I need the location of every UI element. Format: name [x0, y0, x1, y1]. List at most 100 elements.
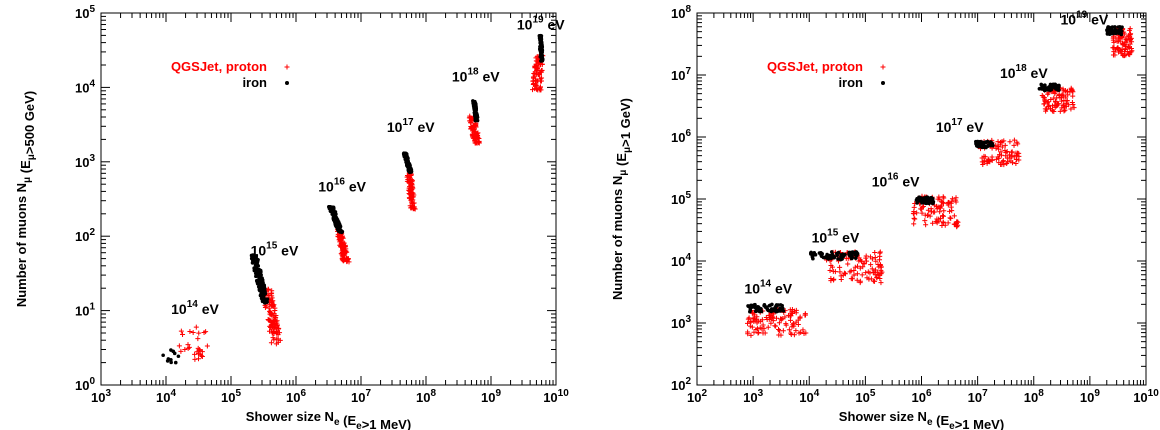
- energy-labels: 1014 eV 1015 eV 1016 eV 1017 eV 1018 eV 1019 …: [744, 10, 1108, 297]
- proton-point: [473, 131, 479, 137]
- proton-point: [1011, 142, 1017, 148]
- proton-point: [857, 280, 863, 286]
- proton-point: [471, 128, 477, 134]
- proton-point: [1120, 41, 1126, 47]
- data-points: [161, 33, 546, 365]
- proton-point: [1039, 93, 1045, 99]
- proton-point: [873, 272, 879, 278]
- y-tick-label: 106: [671, 128, 691, 145]
- proton-point: [769, 316, 775, 322]
- energy-label: 1017 eV: [387, 117, 435, 135]
- proton-point: [925, 207, 931, 213]
- y-tick-label: 104: [75, 78, 95, 95]
- proton-point: [757, 325, 763, 331]
- plot-frame: [100, 12, 557, 386]
- proton-point: [848, 276, 854, 282]
- proton-point: [1120, 52, 1126, 58]
- proton-point: [1042, 98, 1048, 104]
- iron-point: [540, 48, 545, 53]
- proton-point: [877, 249, 883, 255]
- proton-point: [1110, 35, 1116, 41]
- proton-point: [533, 62, 539, 68]
- proton-point: [933, 219, 939, 225]
- legend-iron-label: iron: [242, 75, 267, 90]
- iron-point: [333, 210, 338, 214]
- proton-point: [406, 191, 412, 197]
- proton-point: [1002, 142, 1008, 148]
- iron-point: [811, 256, 815, 261]
- proton-point: [788, 330, 794, 336]
- iron-point: [827, 253, 832, 258]
- proton-point: [1043, 106, 1049, 112]
- proton-point: [783, 322, 789, 328]
- iron-point: [751, 304, 756, 308]
- proton-point: [190, 329, 196, 335]
- proton-point: [1013, 150, 1019, 156]
- proton-point: [468, 120, 474, 126]
- iron-point: [1111, 31, 1115, 36]
- iron-point: [979, 140, 983, 145]
- legend-proton-marker: [880, 64, 886, 70]
- iron-point: [817, 251, 822, 255]
- proton-point: [268, 325, 274, 331]
- proton-point: [872, 255, 878, 261]
- proton-point: [269, 299, 275, 305]
- iron-point: [475, 113, 480, 118]
- iron-point: [1042, 88, 1047, 93]
- proton-point: [750, 316, 756, 322]
- iron-point: [254, 261, 259, 266]
- proton-point: [760, 330, 766, 336]
- proton-point: [914, 210, 920, 216]
- iron-point: [768, 303, 773, 308]
- iron-point: [405, 157, 410, 161]
- proton-point: [265, 293, 271, 299]
- proton-point: [411, 206, 417, 212]
- proton-point: [193, 324, 199, 330]
- proton-point: [775, 326, 781, 332]
- proton-point: [470, 133, 476, 139]
- proton-point: [1125, 51, 1131, 57]
- proton-point: [877, 272, 883, 278]
- iron-point: [335, 220, 340, 225]
- proton-point: [748, 318, 754, 324]
- proton-point: [1015, 141, 1021, 147]
- proton-point: [1070, 89, 1076, 95]
- proton-point: [406, 179, 412, 185]
- x-tick-label: 103: [91, 388, 111, 405]
- proton-point: [981, 153, 987, 159]
- iron-point: [471, 104, 476, 108]
- iron-point: [853, 256, 858, 261]
- iron-point: [1056, 85, 1061, 90]
- proton-point: [984, 158, 990, 164]
- proton-point: [274, 320, 280, 326]
- proton-point: [1008, 149, 1014, 155]
- iron-point: [809, 252, 813, 256]
- proton-point: [989, 154, 995, 160]
- proton-point: [269, 288, 275, 294]
- proton-point: [786, 312, 792, 318]
- proton-point: [271, 311, 277, 317]
- proton-point: [948, 204, 954, 210]
- proton-point: [930, 220, 936, 226]
- proton-point: [951, 213, 957, 219]
- x-tick-label: 108: [416, 388, 436, 405]
- x-tick-label: 105: [221, 388, 241, 405]
- iron-point: [261, 297, 265, 301]
- proton-point: [995, 139, 1001, 145]
- energy-label: 1014 eV: [171, 299, 219, 317]
- proton-point: [408, 199, 414, 205]
- proton-point: [271, 337, 277, 343]
- proton-point: [1054, 95, 1060, 101]
- proton-point: [1007, 139, 1013, 145]
- legend-iron-label: iron: [838, 75, 863, 90]
- proton-point: [997, 142, 1003, 148]
- proton-point: [754, 314, 760, 320]
- proton-point: [854, 277, 860, 283]
- proton-point: [763, 314, 769, 320]
- proton-point: [532, 74, 538, 80]
- proton-point: [854, 271, 860, 277]
- x-axis-label: Shower size Ne (Ee>1 MeV): [246, 409, 411, 430]
- iron-point: [169, 360, 173, 365]
- iron-point: [1106, 25, 1110, 30]
- proton-point: [758, 318, 764, 324]
